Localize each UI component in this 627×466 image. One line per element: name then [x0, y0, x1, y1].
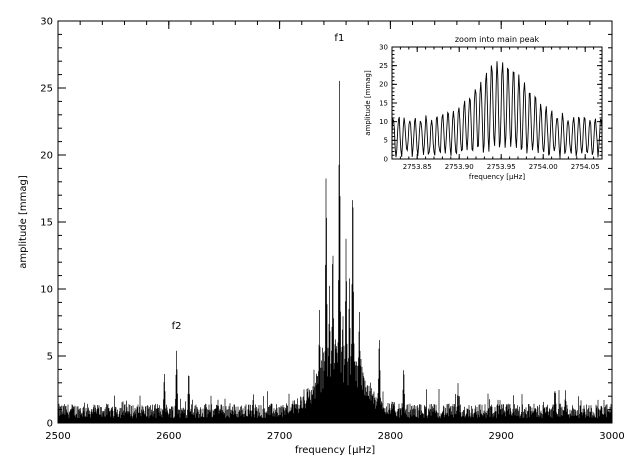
main-y-tick-label: 5 — [47, 351, 53, 362]
inset-x-tick-label: 2753.85 — [403, 163, 432, 171]
inset-y-tick-label: 15 — [379, 99, 388, 107]
main-y-tick-label: 0 — [47, 418, 53, 429]
inset-y-tick-label: 0 — [384, 155, 388, 163]
main-y-tick-label: 15 — [40, 217, 53, 228]
inset-x-tick-label: 2754.00 — [529, 163, 558, 171]
main-y-tick-label: 25 — [40, 83, 53, 94]
main-x-tick-label: 3000 — [599, 431, 624, 442]
main-x-tick-label: 2500 — [45, 431, 70, 442]
inset-background — [358, 30, 608, 190]
inset-y-tick-label: 20 — [379, 81, 388, 89]
inset-title: zoom into main peak — [455, 35, 540, 44]
main-y-tick-label: 20 — [40, 150, 53, 161]
main-x-axis-label: frequency [μHz] — [295, 445, 375, 456]
spectrum-trace — [58, 80, 612, 423]
main-y-tick-label: 30 — [40, 16, 53, 27]
inset-x-axis-label: frequency [μHz] — [469, 173, 525, 181]
main-x-tick-label: 2800 — [378, 431, 403, 442]
inset-y-tick-label: 25 — [379, 62, 388, 70]
inset-trace — [391, 61, 603, 158]
inset-plot: 2753.85 2753.90 2753.95 2754.00 2754.05 0 5 10 1… — [358, 30, 608, 190]
inset-x-tick-label: 2753.90 — [445, 163, 474, 171]
inset-y-tick-label: 30 — [379, 43, 388, 51]
main-y-axis-label: amplitude [mmag] — [18, 175, 29, 269]
main-x-tick-label: 2600 — [156, 431, 181, 442]
peak-annotation-f2: f2 — [172, 321, 182, 332]
inset-y-tick-label: 5 — [384, 137, 388, 145]
inset-y-tick-label: 10 — [379, 118, 388, 126]
main-plot: 2500 2600 2700 2800 2900 3000 0 5 10 15 20 25 30 freq… — [18, 16, 625, 456]
main-x-tick-label: 2900 — [488, 431, 513, 442]
peak-annotation-f1: f1 — [334, 33, 344, 44]
main-x-tick-label: 2700 — [267, 431, 292, 442]
inset-y-axis-label: amplitude [mmag] — [364, 70, 372, 136]
inset-x-tick-label: 2753.95 — [487, 163, 516, 171]
main-y-tick-label: 10 — [40, 284, 53, 295]
inset-x-tick-label: 2754.05 — [571, 163, 600, 171]
